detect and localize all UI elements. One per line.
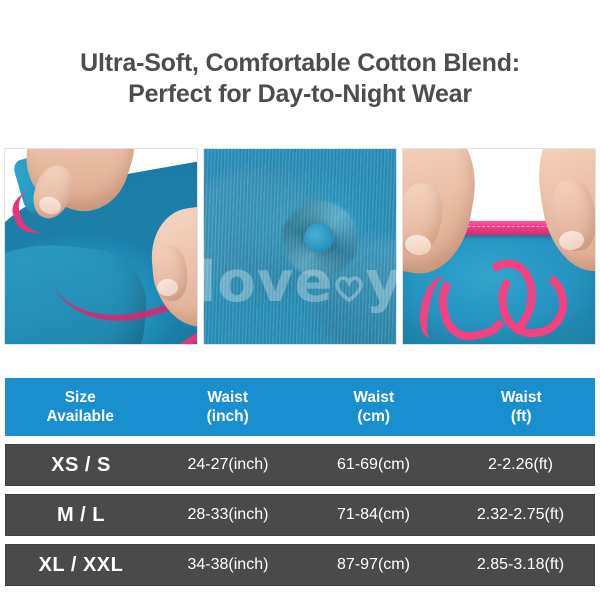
waistband-photo — [402, 148, 596, 345]
cell-waist-ft: 2-2.26(ft) — [488, 456, 553, 473]
table-row: M / L 28-33(inch) 71-84(cm) 2.32-2.75(ft… — [5, 494, 595, 536]
column-header-waist-inch-line-2: (inch) — [206, 408, 249, 425]
column-header-waist-inch: Waist (inch) — [155, 388, 300, 426]
column-header-size: Size Available — [5, 388, 155, 426]
cell-size: XL / XXL — [38, 553, 124, 576]
fabric-swirl-center — [304, 223, 334, 253]
fabric-base-color — [204, 149, 396, 344]
cell-size: XS / S — [51, 453, 111, 476]
waistband-stitching — [433, 226, 559, 227]
fabric-texture-photo-image — [204, 149, 396, 344]
page-title: Ultra-Soft, Comfortable Cotton Blend: Pe… — [0, 0, 600, 110]
cell-waist-inch: 24-27(inch) — [187, 456, 269, 473]
table-row: XS / S 24-27(inch) 61-69(cm) 2-2.26(ft) — [5, 444, 595, 486]
table-header-row: Size Available Waist (inch) Waist (cm) W… — [5, 378, 595, 436]
cell-size: M / L — [56, 503, 105, 526]
cell-waist-cm: 71-84(cm) — [337, 506, 410, 523]
column-header-waist-ft-line-2: (ft) — [510, 408, 532, 425]
column-header-waist-cm-line-1: Waist — [353, 389, 395, 406]
fabric-rib-texture — [204, 149, 396, 344]
cell-waist-cm: 61-69(cm) — [337, 456, 410, 473]
cell-waist-inch: 28-33(inch) — [187, 506, 269, 523]
fabric-texture-photo — [203, 148, 397, 345]
stretch-test-photo — [4, 148, 198, 345]
cell-waist-inch: 34-38(inch) — [187, 556, 269, 573]
stretch-test-photo-image — [5, 149, 197, 344]
cell-waist-ft: 2.32-2.75(ft) — [476, 506, 565, 523]
column-header-waist-cm: Waist (cm) — [300, 388, 448, 426]
column-header-waist-ft-line-1: Waist — [500, 389, 542, 406]
product-photo-gallery — [4, 148, 596, 345]
column-header-size-line-1: Size — [64, 389, 96, 406]
cell-waist-cm: 87-97(cm) — [337, 556, 410, 573]
column-header-waist-ft: Waist (ft) — [447, 388, 595, 426]
waistband-photo-image — [403, 149, 595, 344]
column-header-waist-inch-line-1: Waist — [207, 389, 249, 406]
page-title-line-1: Ultra-Soft, Comfortable Cotton Blend: — [80, 49, 520, 77]
table-row: XL / XXL 34-38(inch) 87-97(cm) 2.85-3.18… — [5, 544, 595, 586]
size-chart-table: Size Available Waist (inch) Waist (cm) W… — [5, 378, 595, 586]
page-title-line-2: Perfect for Day-to-Night Wear — [128, 80, 472, 108]
cell-waist-ft: 2.85-3.18(ft) — [476, 556, 565, 573]
column-header-size-line-2: Available — [46, 408, 114, 425]
column-header-waist-cm-line-2: (cm) — [357, 408, 391, 425]
